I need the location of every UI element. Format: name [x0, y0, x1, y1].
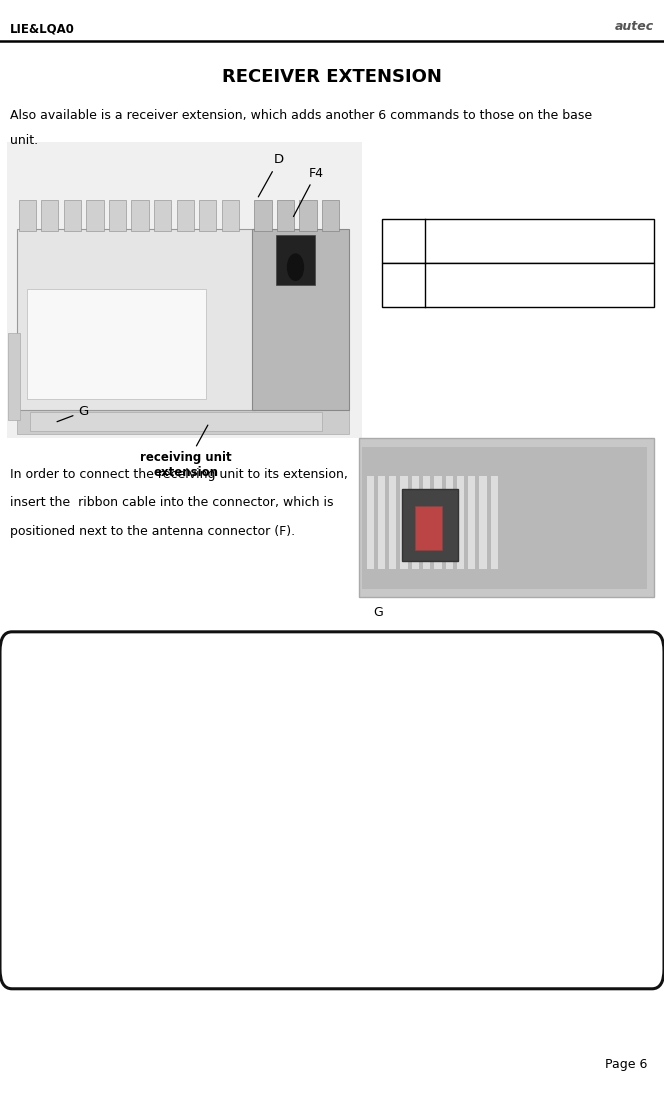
Text: ...........................................................................: ........................................… — [205, 938, 459, 949]
Bar — [446, 476, 453, 569]
Circle shape — [288, 254, 303, 280]
Text: Weight: Weight — [24, 937, 65, 950]
Text: Housing: Housing — [24, 835, 72, 849]
Bar — [468, 476, 475, 569]
Text: D: D — [398, 234, 408, 247]
Bar — [8, 333, 20, 420]
Text: 4A T 250V (5x20 mm): 4A T 250V (5x20 mm) — [497, 802, 640, 815]
Bar — [252, 229, 349, 410]
Bar — [359, 438, 654, 597]
Text: Max switching capacity of command contacts: Max switching capacity of command contac… — [24, 768, 293, 781]
Text: ...........................................................................: ........................................… — [205, 871, 459, 881]
Bar — [17, 229, 256, 410]
Text: RECEIVER EXTENSION: RECEIVER EXTENSION — [222, 68, 442, 85]
Bar — [479, 476, 487, 569]
Text: F4: F4 — [293, 166, 324, 217]
Bar — [7, 142, 362, 438]
Text: ...........................................................................: ........................................… — [205, 735, 459, 746]
Text: output terminal block: output terminal block — [433, 234, 560, 247]
Bar — [362, 447, 647, 589]
Bar — [177, 200, 194, 231]
Bar — [276, 235, 315, 285]
Text: autec: autec — [615, 21, 654, 34]
Text: 4A (250 Vac): 4A (250 Vac) — [556, 734, 640, 747]
Bar — [457, 476, 464, 569]
Bar — [254, 200, 272, 231]
Bar — [491, 476, 498, 569]
Text: 6: 6 — [632, 700, 640, 713]
Text: ...........................................................................: ........................................… — [205, 837, 459, 848]
Text: insert the  ribbon cable into the connector, which is: insert the ribbon cable into the connect… — [10, 496, 333, 509]
Bar — [154, 200, 171, 231]
Text: RECEIVING UNIT EXTENSION TECHNICAL DATA: RECEIVING UNIT EXTENSION TECHNICAL DATA — [161, 667, 503, 680]
Text: Number of available commands: Number of available commands — [24, 700, 212, 713]
Text: Dimensions: Dimensions — [24, 903, 93, 917]
Text: 200 g: 200 g — [603, 937, 640, 950]
Bar — [109, 200, 126, 231]
Text: NORIL ®: NORIL ® — [583, 835, 640, 849]
Bar — [382, 263, 654, 307]
Bar — [17, 410, 349, 434]
Text: receiving unit
extension: receiving unit extension — [140, 425, 232, 480]
Text: Minimum protection grade: Minimum protection grade — [24, 869, 181, 883]
Bar — [19, 200, 36, 231]
Bar — [322, 200, 339, 231]
Text: ...........................................................................: ........................................… — [205, 904, 459, 915]
Bar — [415, 506, 442, 550]
Bar — [222, 200, 239, 231]
Text: ...........................................................................: ........................................… — [205, 701, 459, 712]
Text: 4A (250 Vac): 4A (250 Vac) — [552, 768, 640, 781]
Text: unit.: unit. — [10, 134, 38, 147]
FancyBboxPatch shape — [0, 632, 664, 989]
Text: positioned next to the antenna connector (F).: positioned next to the antenna connector… — [10, 525, 295, 538]
Bar — [41, 200, 58, 231]
Bar — [400, 476, 408, 569]
Bar — [402, 489, 458, 561]
Text: Also available is a receiver extension, which adds another 6 commands to those o: Also available is a receiver extension, … — [10, 110, 592, 123]
Bar — [434, 476, 442, 569]
Text: (72x110x75) mm: (72x110x75) mm — [529, 903, 640, 917]
Bar — [412, 476, 419, 569]
Text: G: G — [57, 405, 88, 422]
Text: G: G — [373, 606, 383, 619]
Bar — [86, 200, 104, 231]
Bar — [299, 200, 317, 231]
Bar — [378, 476, 385, 569]
Text: ...........................................................................: ........................................… — [205, 769, 459, 780]
Text: IP20: IP20 — [611, 869, 640, 883]
Bar — [389, 476, 396, 569]
Bar — [277, 200, 294, 231]
Text: G: G — [398, 278, 408, 291]
Text: ...........................................................................: ........................................… — [205, 803, 459, 814]
Text: In order to connect the receiving unit to its extension,: In order to connect the receiving unit t… — [10, 468, 348, 481]
Text: D: D — [258, 153, 284, 197]
Text: Max switching capacity of SAFETY contacts: Max switching capacity of SAFETY contact… — [24, 734, 278, 747]
Bar — [199, 200, 216, 231]
Bar — [131, 200, 149, 231]
Bar — [423, 476, 430, 569]
Bar — [27, 289, 206, 399]
Bar — [367, 476, 374, 569]
Text: Page 6: Page 6 — [605, 1058, 647, 1071]
Text: Fuse F4 (SAFETY circuit): Fuse F4 (SAFETY circuit) — [24, 802, 166, 815]
Text: flat cable for connection: flat cable for connection — [433, 278, 576, 291]
Text: LIE&LQA0: LIE&LQA0 — [10, 23, 75, 35]
Bar — [382, 219, 654, 263]
Bar — [30, 412, 322, 431]
Bar — [64, 200, 81, 231]
